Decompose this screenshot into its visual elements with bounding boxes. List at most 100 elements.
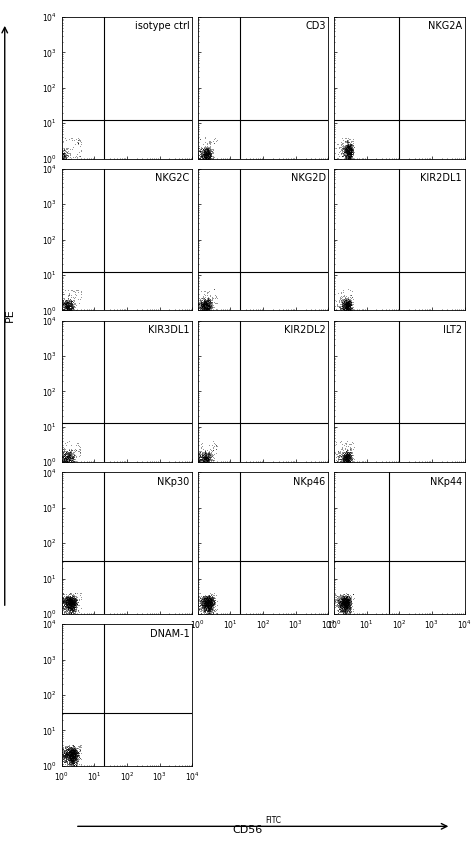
Point <box>204 593 212 607</box>
Point <box>346 448 354 461</box>
Point <box>57 600 65 614</box>
Point <box>62 597 70 610</box>
Point <box>342 463 350 477</box>
Point <box>203 145 211 158</box>
Point <box>201 148 209 162</box>
Point <box>71 150 79 163</box>
Point <box>347 454 355 467</box>
Point <box>343 138 351 151</box>
Point <box>344 598 351 612</box>
Point <box>59 295 67 309</box>
Point <box>337 594 345 608</box>
Point <box>200 604 208 618</box>
Point <box>346 601 354 614</box>
Point <box>337 302 344 316</box>
Point <box>196 306 204 320</box>
Point <box>72 743 79 757</box>
Point <box>65 449 73 463</box>
Point <box>345 598 352 612</box>
Point <box>203 613 211 626</box>
Point <box>200 302 208 316</box>
Point <box>347 135 355 149</box>
Point <box>337 301 345 315</box>
Point <box>336 455 344 469</box>
Point <box>75 766 83 780</box>
Point <box>62 743 70 757</box>
Point <box>201 452 209 465</box>
Point <box>207 597 214 611</box>
Point <box>197 308 204 322</box>
Point <box>70 596 77 609</box>
Point <box>70 748 78 762</box>
Point <box>346 142 353 156</box>
Point <box>338 604 346 618</box>
Point <box>342 449 350 463</box>
Point <box>340 307 347 321</box>
Point <box>341 604 349 618</box>
Point <box>337 608 345 622</box>
Point <box>344 149 352 163</box>
Point <box>63 164 71 178</box>
Point <box>55 166 62 180</box>
Point <box>67 463 74 477</box>
Point <box>337 598 345 612</box>
Point <box>204 298 211 311</box>
Point <box>342 306 350 319</box>
Point <box>66 753 73 767</box>
Point <box>344 454 352 467</box>
Point <box>49 157 57 171</box>
Point <box>70 749 77 762</box>
Point <box>71 740 78 753</box>
Point <box>205 148 212 162</box>
Point <box>344 152 352 166</box>
Point <box>64 306 72 319</box>
Point <box>60 483 68 497</box>
Point <box>346 590 353 603</box>
Point <box>347 459 355 472</box>
Point <box>206 603 214 617</box>
Point <box>73 748 81 762</box>
Point <box>346 447 353 460</box>
Point <box>72 768 79 781</box>
Point <box>72 600 79 614</box>
Point <box>69 601 77 614</box>
Point <box>344 464 352 477</box>
Point <box>65 594 73 608</box>
Point <box>203 591 210 605</box>
Point <box>60 150 67 163</box>
Point <box>201 301 208 315</box>
Point <box>340 597 348 611</box>
Point <box>337 597 345 610</box>
Point <box>344 174 352 187</box>
Point <box>349 146 357 160</box>
Point <box>194 146 201 159</box>
Point <box>346 603 354 616</box>
Point <box>61 185 68 198</box>
Point <box>203 302 210 316</box>
Point <box>69 310 77 323</box>
Point <box>338 305 346 318</box>
Point <box>337 597 345 610</box>
Point <box>69 595 76 608</box>
Point <box>342 299 350 312</box>
Point <box>63 142 71 156</box>
Point <box>63 156 70 169</box>
Point <box>344 300 352 314</box>
Point <box>345 457 352 471</box>
Point <box>203 298 211 311</box>
Point <box>204 295 211 309</box>
Point <box>201 150 208 163</box>
Point <box>346 454 354 468</box>
Point <box>344 143 351 157</box>
Point <box>343 591 351 604</box>
Point <box>57 159 64 173</box>
Point <box>57 602 64 615</box>
Point <box>62 446 70 460</box>
Point <box>203 603 210 617</box>
Point <box>344 151 352 164</box>
Point <box>71 598 79 612</box>
Point <box>63 593 70 607</box>
Point <box>73 463 81 477</box>
Point <box>51 166 58 180</box>
Point <box>203 450 211 464</box>
